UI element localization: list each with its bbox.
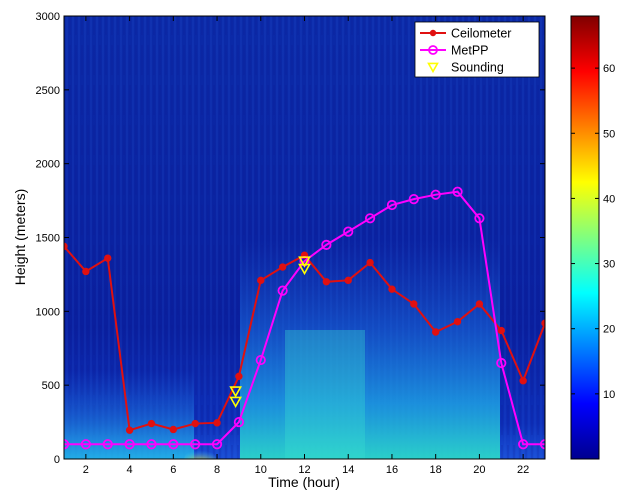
x-tick-label: 4 xyxy=(127,464,133,476)
legend: Ceilometer MetPP Sounding xyxy=(414,21,540,78)
data-point xyxy=(147,419,156,428)
data-point xyxy=(64,439,70,450)
data-point xyxy=(410,300,418,308)
data-point xyxy=(388,285,396,293)
data-point xyxy=(82,267,90,276)
legend-marker xyxy=(427,62,439,74)
colorbar: 10 20 30 40 50 60 xyxy=(570,15,615,460)
colorbar-tick-label: 50 xyxy=(603,128,615,140)
x-tick-label: 12 xyxy=(298,464,310,476)
x-tick-label: 6 xyxy=(170,464,176,476)
data-point xyxy=(277,285,288,296)
data-point xyxy=(386,199,398,211)
y-tick-label: 1500 xyxy=(36,233,60,245)
legend-label: Ceilometer xyxy=(451,27,511,41)
data-point xyxy=(229,386,242,398)
data-point xyxy=(229,396,242,409)
y-tick-label: 2500 xyxy=(36,85,60,97)
data-point xyxy=(168,439,179,450)
colorbar-tick-label: 60 xyxy=(603,63,615,75)
x-tick-label: 10 xyxy=(255,464,267,476)
data-point xyxy=(64,242,68,251)
data-point xyxy=(474,213,485,224)
data-point xyxy=(298,256,311,268)
data-point xyxy=(278,263,287,271)
legend-label: MetPP xyxy=(451,44,489,58)
y-axis-label: Height (meters) xyxy=(12,189,28,285)
data-point xyxy=(124,439,135,450)
x-tick-label: 2 xyxy=(83,464,89,476)
data-point xyxy=(321,239,332,250)
data-point xyxy=(344,276,352,285)
x-axis-label: Time (hour) xyxy=(268,474,340,490)
data-point xyxy=(496,357,507,369)
legend-item: MetPP xyxy=(420,44,489,58)
data-point xyxy=(322,278,331,286)
legend-label: Sounding xyxy=(451,61,504,75)
y-tick-label: 3000 xyxy=(36,11,60,23)
data-point xyxy=(233,416,245,428)
colorbar-tick-label: 20 xyxy=(603,324,615,336)
data-point xyxy=(102,439,113,450)
x-tick-label: 14 xyxy=(342,464,354,476)
y-tick-label: 2000 xyxy=(36,159,60,171)
x-tick-label: 22 xyxy=(517,464,529,476)
colorbar-tick-label: 30 xyxy=(603,259,615,271)
data-point xyxy=(518,439,529,450)
legend-item: Ceilometer xyxy=(420,27,511,41)
data-point xyxy=(255,354,266,366)
x-tick-label: 8 xyxy=(214,464,220,476)
series-sounding xyxy=(229,256,311,409)
data-point xyxy=(235,372,243,381)
legend-marker xyxy=(429,29,437,37)
data-point xyxy=(211,439,223,450)
legend-marker xyxy=(428,45,438,55)
data-point xyxy=(519,377,527,385)
y-tick-label: 1000 xyxy=(36,306,60,318)
colorbar-gradient xyxy=(570,15,600,460)
data-point xyxy=(453,317,462,326)
data-point xyxy=(80,439,91,450)
heatmap-background xyxy=(64,16,545,459)
data-point xyxy=(364,213,376,224)
data-point xyxy=(497,326,505,335)
data-point xyxy=(431,328,440,336)
data-point xyxy=(408,194,419,205)
data-point xyxy=(298,263,311,276)
series-line xyxy=(64,190,545,446)
data-point xyxy=(104,254,112,262)
x-tick-label: 20 xyxy=(473,464,485,476)
data-point xyxy=(475,300,484,308)
y-tick-label: 500 xyxy=(42,380,60,392)
colorbar-tick-label: 40 xyxy=(603,193,615,205)
data-point xyxy=(190,439,201,450)
legend-item: Sounding xyxy=(427,61,504,75)
y-tick-label: 0 xyxy=(54,454,60,466)
data-point xyxy=(257,276,265,285)
data-point xyxy=(146,439,157,450)
data-point xyxy=(430,189,441,200)
data-point xyxy=(169,425,178,434)
data-point xyxy=(213,419,221,427)
data-point xyxy=(343,226,354,237)
series-metpp xyxy=(64,186,545,450)
x-tick-label: 16 xyxy=(386,464,398,476)
x-tick-label: 18 xyxy=(430,464,442,476)
colorbar-tick-label: 10 xyxy=(603,389,615,401)
data-point xyxy=(366,258,374,267)
data-point xyxy=(125,426,134,434)
data-point xyxy=(191,419,199,428)
data-point xyxy=(452,186,463,197)
